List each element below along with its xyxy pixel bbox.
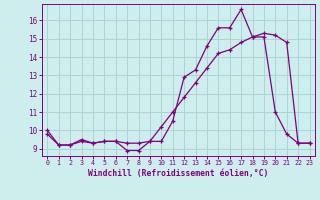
X-axis label: Windchill (Refroidissement éolien,°C): Windchill (Refroidissement éolien,°C): [88, 169, 268, 178]
